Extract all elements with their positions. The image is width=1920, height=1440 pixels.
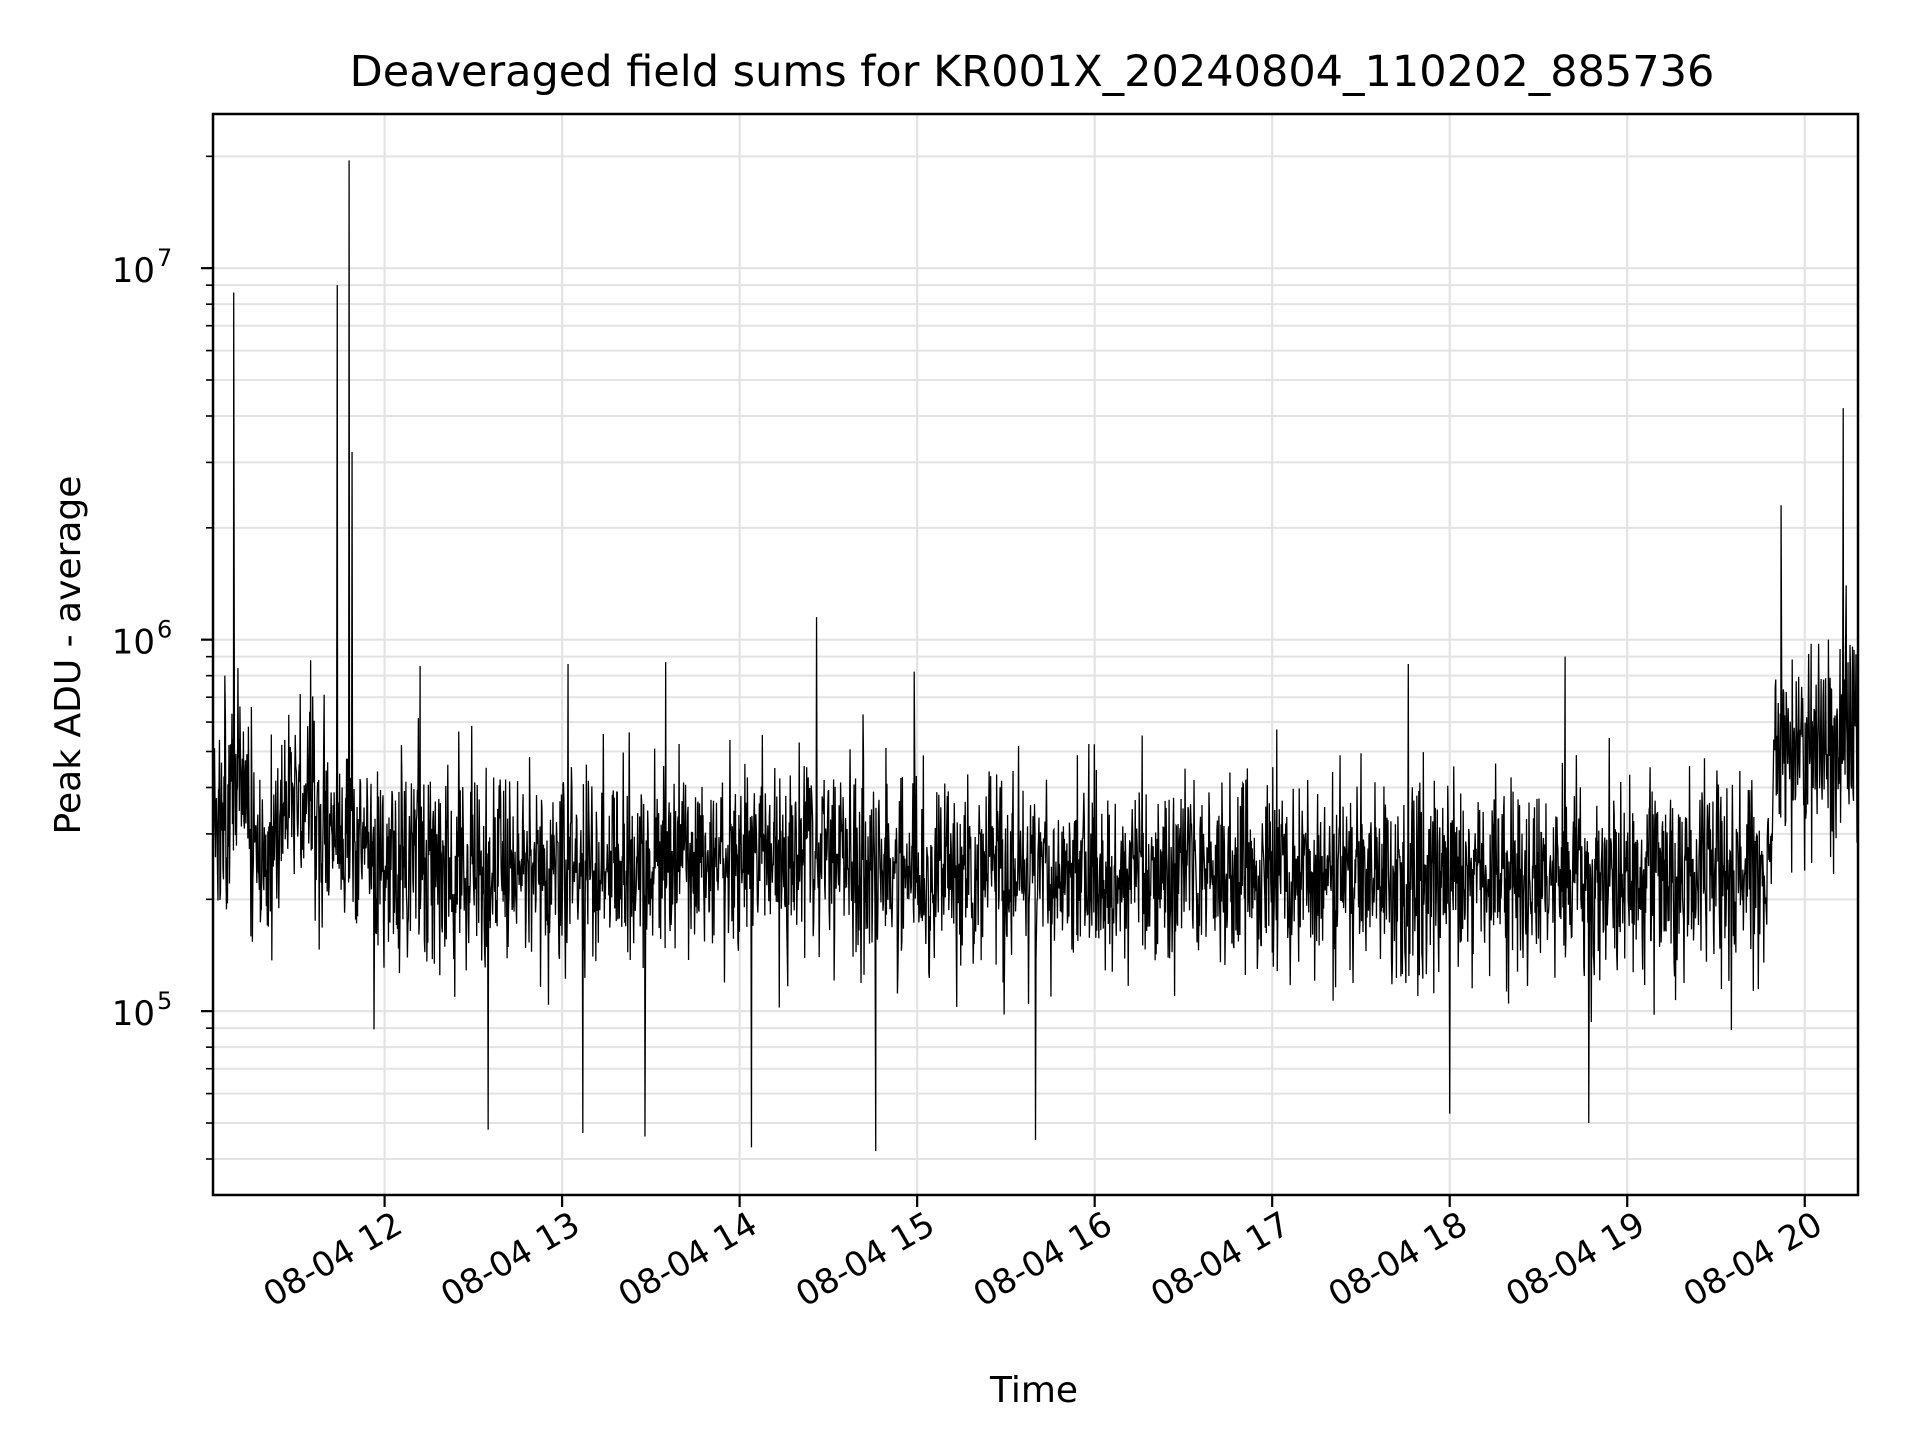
grid — [213, 114, 1858, 1195]
series-line — [212, 160, 1859, 1152]
y-tick-label: 10 — [112, 251, 155, 291]
y-tick-exponent: 5 — [157, 987, 172, 1015]
y-tick-exponent: 6 — [157, 616, 172, 644]
y-tick-label: 10 — [112, 994, 155, 1034]
y-axis-label: Peak ADU - average — [48, 476, 89, 835]
chart-title: Deaveraged field sums for KR001X_2024080… — [350, 47, 1715, 97]
y-tick-label: 10 — [112, 623, 155, 663]
plot-frame — [211, 112, 1860, 1197]
x-axis-label: Time — [989, 1370, 1078, 1411]
series-group — [212, 160, 1859, 1152]
y-tick-exponent: 7 — [157, 244, 172, 272]
